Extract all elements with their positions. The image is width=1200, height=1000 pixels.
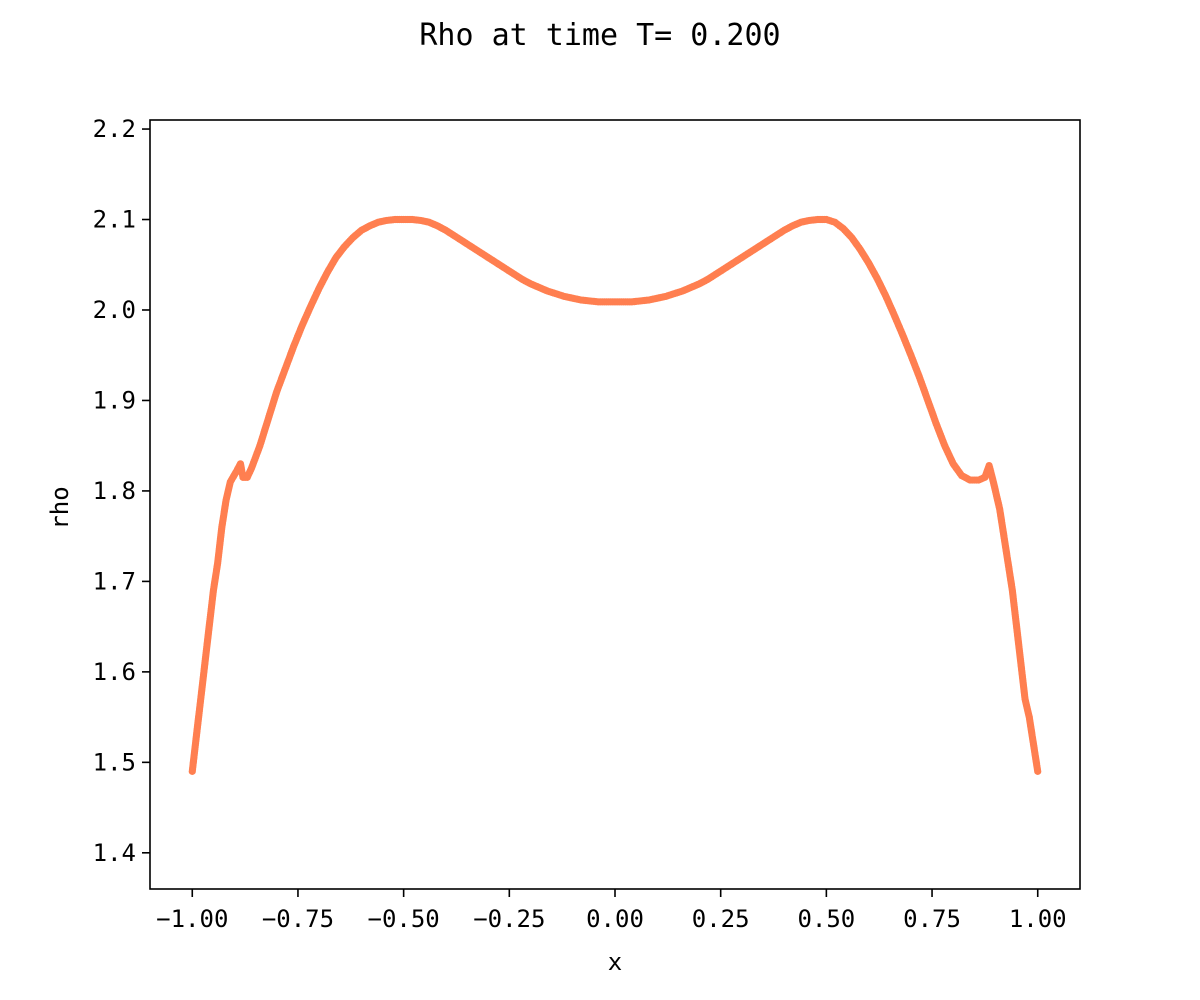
x-axis-label: x bbox=[608, 948, 622, 976]
x-tick-label: −0.50 bbox=[368, 905, 440, 933]
x-tick-label: 0.25 bbox=[692, 905, 750, 933]
y-tick-label: 1.7 bbox=[93, 567, 136, 595]
chart-title: Rho at time T= 0.200 bbox=[419, 18, 780, 53]
y-tick-label: 2.2 bbox=[93, 115, 136, 143]
data-point bbox=[1034, 767, 1042, 775]
y-tick-label: 1.4 bbox=[93, 839, 136, 867]
y-tick-label: 1.9 bbox=[93, 386, 136, 414]
data-layer bbox=[188, 215, 1042, 775]
x-tick-label: −0.75 bbox=[262, 905, 334, 933]
plot-area: −1.00 −0.75 −0.50 −0.25 0.00 0.25 0.50 0.75 1.00… bbox=[93, 115, 1081, 933]
y-tick-label: 1.5 bbox=[93, 748, 136, 776]
x-tick-label: 1.00 bbox=[1009, 905, 1067, 933]
y-tick-label: 2.1 bbox=[93, 206, 136, 234]
x-tick-label: 0.50 bbox=[797, 905, 855, 933]
y-axis-label: rho bbox=[46, 486, 74, 529]
x-tick-label: 0.00 bbox=[586, 905, 644, 933]
y-axis-ticks: 1.4 1.5 1.6 1.7 1.8 1.9 2.0 2.1 2.2 bbox=[93, 115, 150, 867]
x-axis-ticks: −1.00 −0.75 −0.50 −0.25 0.00 0.25 0.50 0.75 1.00 bbox=[156, 889, 1067, 933]
x-tick-label: −0.25 bbox=[473, 905, 545, 933]
y-tick-label: 1.8 bbox=[93, 477, 136, 505]
y-tick-label: 1.6 bbox=[93, 658, 136, 686]
y-tick-label: 2.0 bbox=[93, 296, 136, 324]
x-tick-label: −1.00 bbox=[156, 905, 228, 933]
x-tick-label: 0.75 bbox=[903, 905, 961, 933]
